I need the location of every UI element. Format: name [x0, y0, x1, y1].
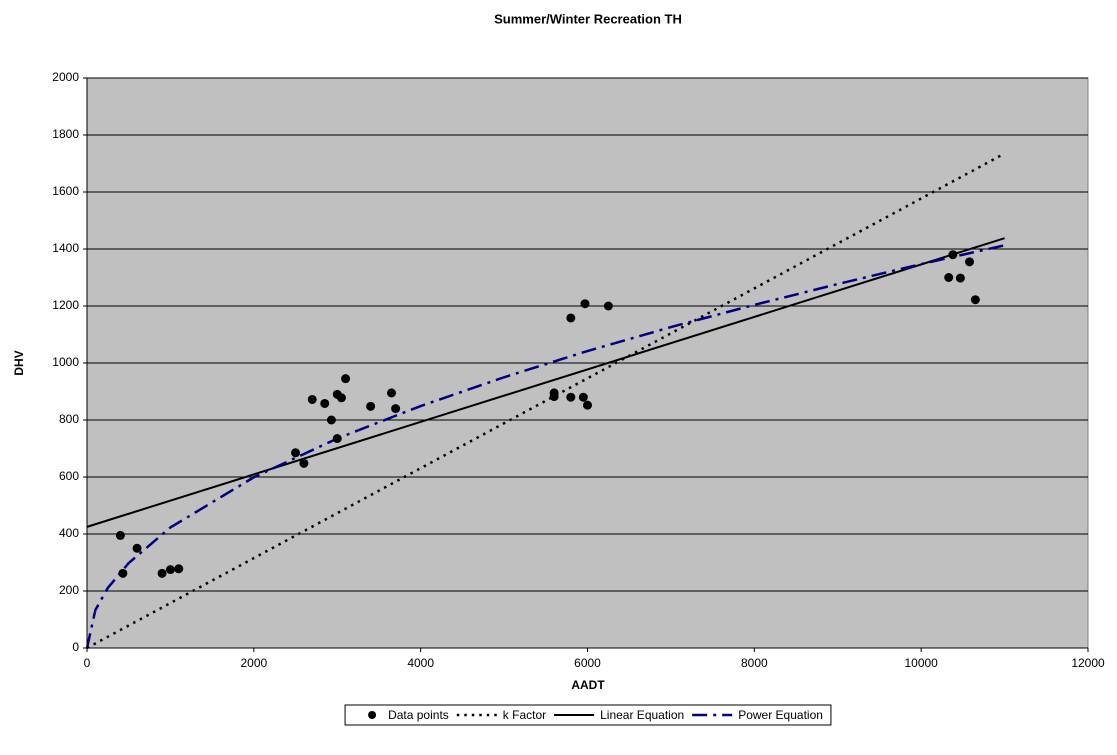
data-point [332, 434, 342, 444]
data-point [291, 448, 301, 458]
trend-line [86, 237, 1005, 528]
chart-title: Summer/Winter Recreation TH [494, 11, 682, 26]
x-tick-label: 4000 [407, 656, 434, 670]
data-point [578, 392, 588, 402]
legend-label: Linear Equation [600, 708, 684, 722]
data-point [386, 388, 396, 398]
data-point [580, 299, 590, 309]
legend-label: Power Equation [738, 708, 823, 722]
data-point [944, 273, 954, 282]
data-point [336, 393, 346, 403]
data-point [566, 392, 576, 402]
data-point [970, 295, 980, 305]
data-point [366, 401, 376, 411]
data-point [948, 250, 958, 260]
data-point [299, 458, 309, 468]
y-tick-label: 200 [59, 583, 79, 597]
x-tick-label: 2000 [240, 656, 267, 670]
x-tick-label: 8000 [741, 656, 768, 670]
x-tick-label: 10000 [904, 656, 938, 670]
y-tick-label: 800 [59, 412, 79, 426]
data-point [132, 543, 142, 553]
x-axis-label: AADT [571, 678, 605, 692]
data-point [955, 273, 965, 283]
data-point [174, 564, 184, 574]
y-tick-label: 1600 [52, 184, 79, 198]
trend-line [86, 152, 1006, 650]
y-tick-label: 1200 [52, 298, 79, 312]
x-tick-label: 0 [84, 656, 91, 670]
data-point [118, 568, 128, 578]
y-tick-label: 1400 [52, 241, 79, 255]
legend-label: k Factor [503, 708, 546, 722]
x-tick-label: 6000 [574, 656, 601, 670]
data-point [965, 257, 975, 267]
y-tick-label: 1000 [52, 355, 79, 369]
trend-line [85, 244, 1005, 649]
data-point [566, 313, 576, 323]
data-point [115, 530, 125, 540]
y-tick-label: 600 [59, 469, 79, 483]
data-point [583, 400, 592, 410]
y-tick-label: 2000 [52, 70, 79, 84]
data-point [603, 301, 613, 311]
y-axis-label: DHV [12, 350, 26, 375]
y-tick-label: 1800 [52, 127, 79, 141]
y-tick-label: 0 [72, 640, 79, 654]
legend-symbol [368, 711, 377, 719]
legend-label: Data points [388, 708, 449, 722]
data-point [391, 404, 401, 414]
data-point [549, 392, 559, 402]
data-point [307, 394, 317, 404]
data-point [326, 415, 336, 425]
data-point [157, 568, 167, 578]
y-tick-label: 400 [59, 526, 79, 540]
x-tick-label: 12000 [1071, 656, 1105, 670]
data-point [165, 565, 175, 575]
data-point [320, 398, 330, 408]
data-point [341, 374, 351, 384]
